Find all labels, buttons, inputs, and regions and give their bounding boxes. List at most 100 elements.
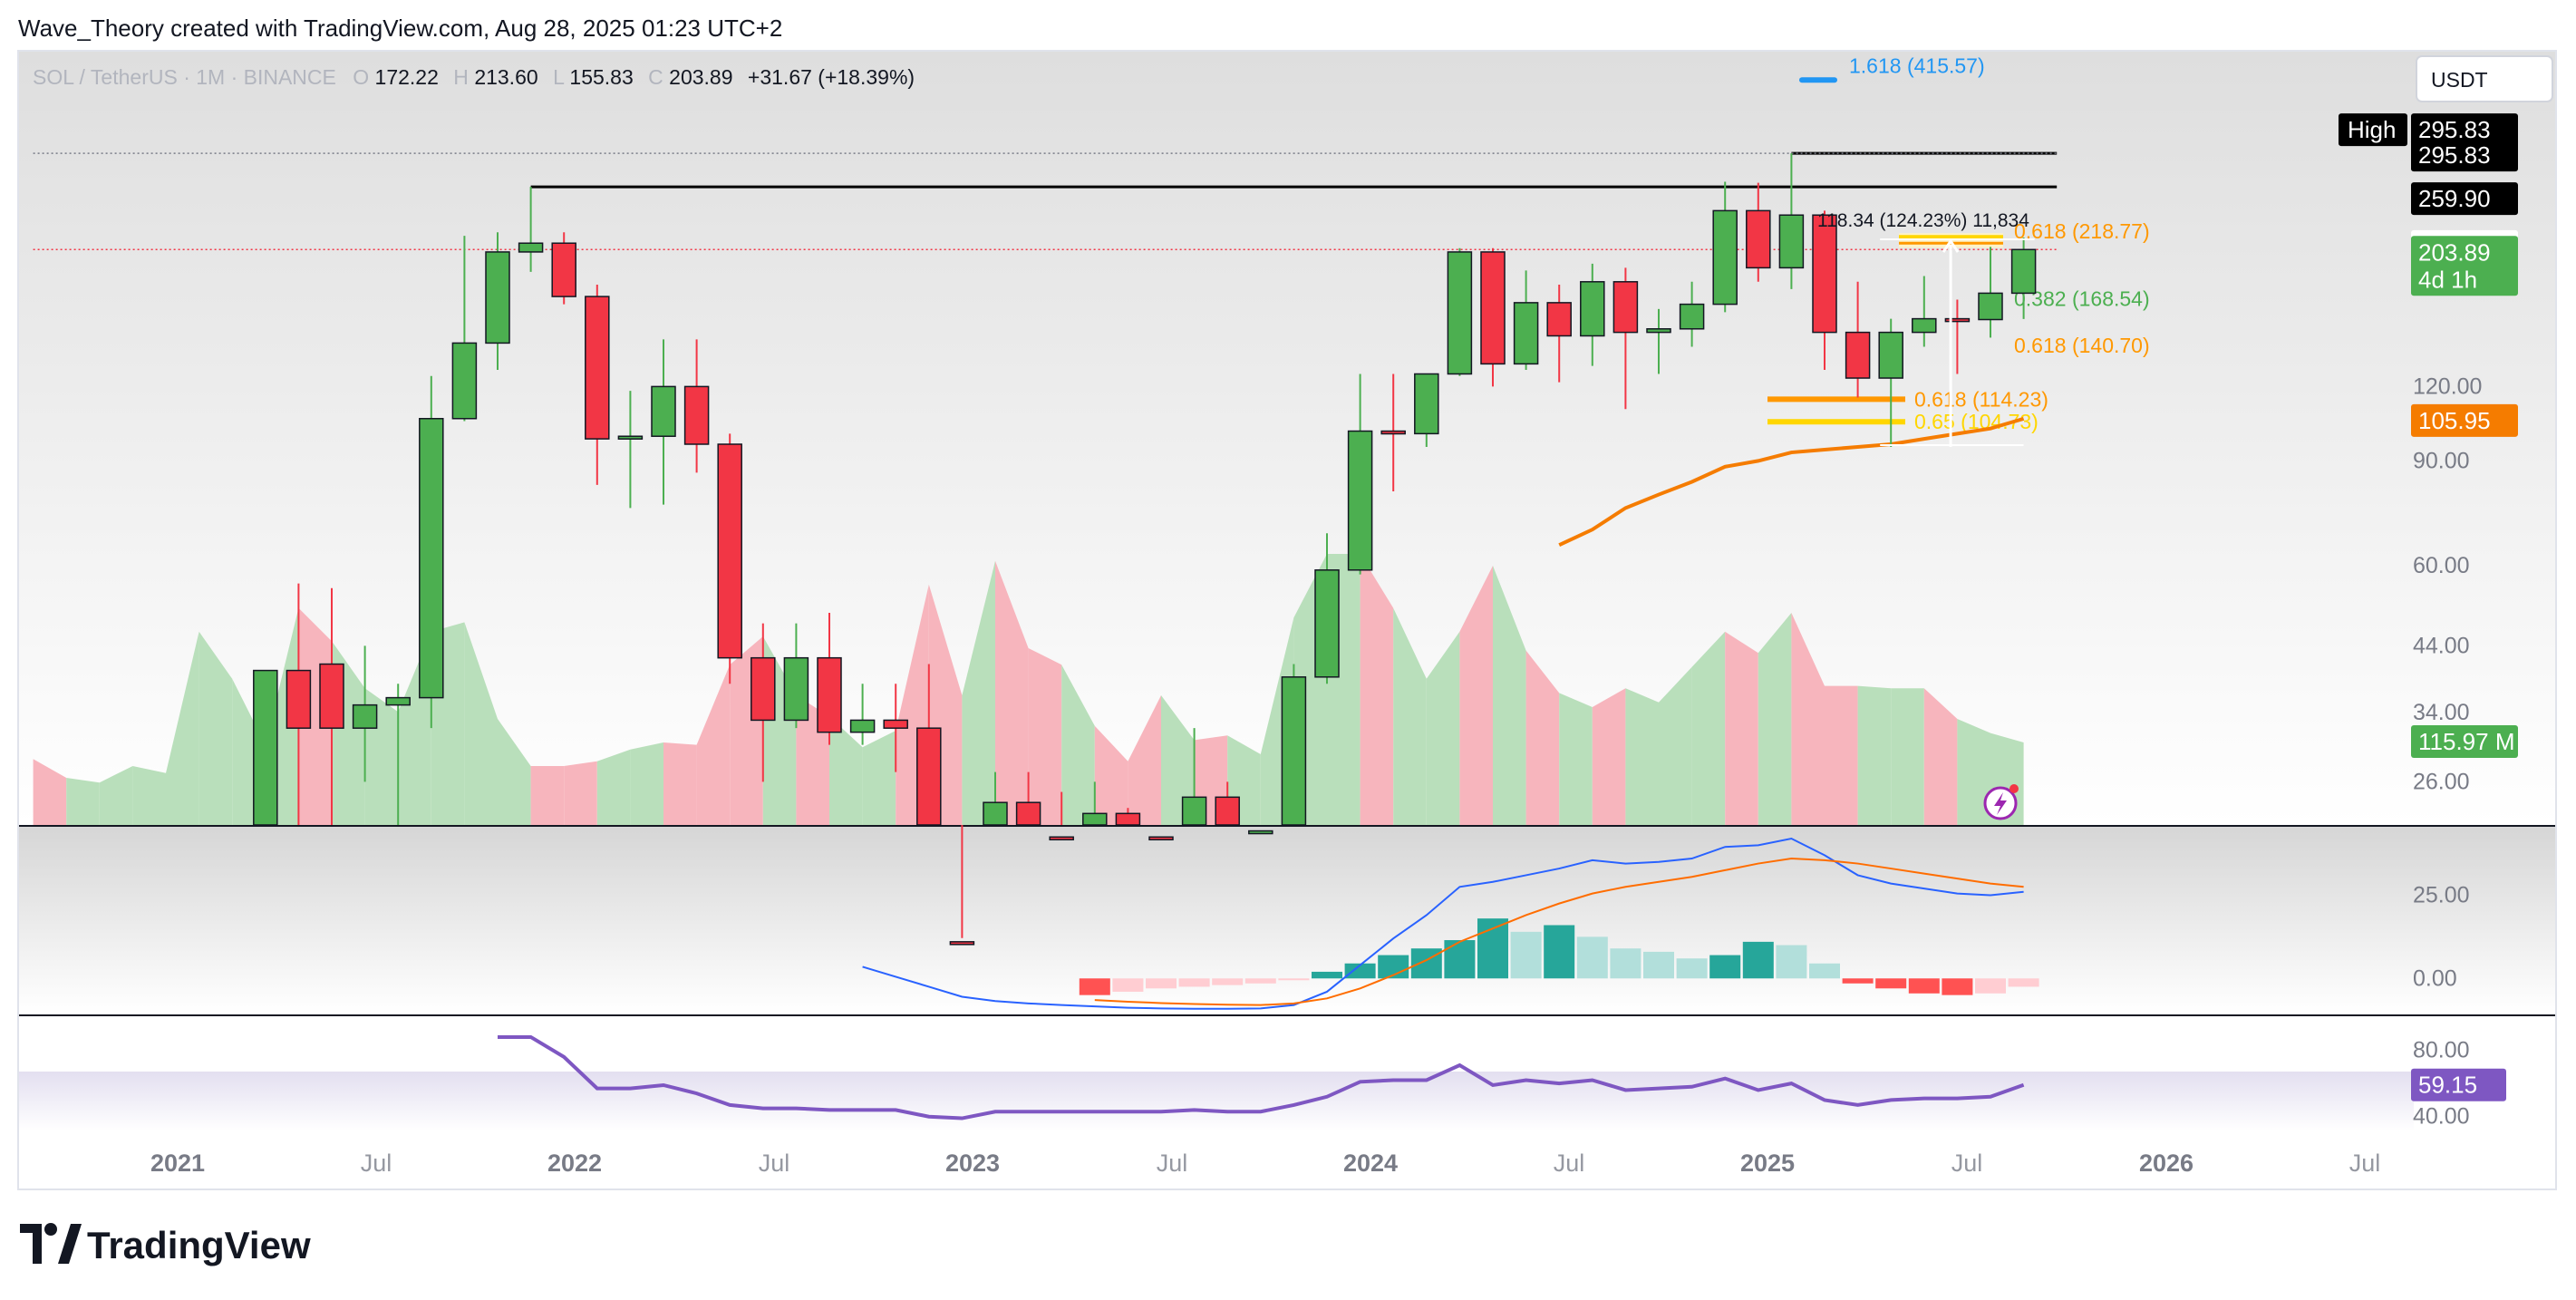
candle-body	[1181, 796, 1207, 826]
candle	[1878, 318, 1903, 447]
fib-marker	[1799, 77, 1837, 83]
candle	[1181, 728, 1207, 826]
price-tag-label: High	[2348, 116, 2396, 143]
candle-body	[385, 696, 411, 706]
candle-body	[451, 342, 478, 420]
macd-histogram-bar	[1344, 963, 1376, 979]
price-tag-bg	[2411, 182, 2518, 216]
currency-button[interactable]: USDT	[2416, 55, 2553, 102]
price-tag: 295.83	[2411, 139, 2518, 172]
macd-histogram-bar	[1842, 978, 1874, 984]
candle-body	[319, 663, 344, 729]
candle-body	[1612, 281, 1639, 334]
volume-area-segment	[1061, 665, 1095, 825]
candle-body	[751, 656, 776, 722]
candle	[983, 771, 1008, 826]
volume-area-segment	[1758, 613, 1792, 825]
price-tag-label-bg	[2339, 113, 2407, 147]
macd-histogram-bar	[1942, 978, 1973, 995]
price-axis[interactable]: 120.00 90.00 60.00 44.00 34.00 26.00 25.00 0.00…	[2413, 374, 2482, 1129]
fib-label: 0.618 (140.70)	[2014, 334, 2150, 357]
candle-body	[1115, 812, 1141, 826]
tradingview-logo-text: TradingView	[87, 1224, 311, 1266]
price-tag: 105.95	[2411, 403, 2518, 437]
volume-area-segment	[1493, 566, 1526, 825]
macd-histogram-bar	[1975, 978, 2006, 994]
volume-area-segment	[1525, 650, 1560, 825]
volume-area-segment	[1426, 631, 1460, 825]
macd-histogram-bar	[1709, 955, 1741, 979]
chart-border	[17, 50, 2557, 1190]
candle-body	[1679, 303, 1705, 330]
macd-histogram-bar	[1079, 978, 1110, 995]
candle-body	[1015, 801, 1041, 826]
macd-histogram-bar	[1776, 945, 1807, 979]
candle-body	[1414, 373, 1439, 435]
candle	[1944, 299, 1971, 374]
volume-area-segment	[1659, 666, 1692, 825]
rsi-band	[18, 1072, 2414, 1131]
candle	[1580, 263, 1605, 366]
volume-area-segment	[1857, 685, 1892, 825]
volume-area-segment	[696, 665, 731, 825]
volume-area-segment	[1360, 554, 1394, 825]
macd-histogram-bar	[1742, 941, 1774, 979]
measure-layer: 118.34 (124.23%) 11,834	[1817, 210, 2035, 447]
candle	[1148, 836, 1174, 841]
volume-area-segment	[1891, 688, 1924, 825]
price-axis-tick: 26.00	[2413, 769, 2470, 794]
volume-area-segment	[1691, 631, 1726, 825]
candle	[883, 684, 908, 772]
macd-histogram-bar	[1544, 925, 1575, 979]
candle-body	[1480, 251, 1506, 365]
candle-body	[683, 385, 710, 445]
tradingview-logo[interactable]: TradingView	[20, 1223, 311, 1266]
rsi-axis-tick: 80.00	[2413, 1038, 2470, 1063]
candle-body	[1447, 251, 1473, 375]
candle-body	[883, 719, 908, 729]
candle	[1513, 270, 1539, 370]
time-axis-tick: 2025	[1740, 1150, 1795, 1177]
alert-lightning-icon[interactable]	[1983, 784, 2019, 820]
volume-area-segment	[829, 716, 863, 825]
fib-label: 0.618 (218.77)	[2014, 219, 2150, 243]
price-tag-bg	[2411, 236, 2518, 296]
candle	[949, 825, 975, 946]
time-axis-tick: 2023	[945, 1150, 1000, 1177]
rsi-value-tag-text: 59.15	[2418, 1072, 2477, 1099]
macd-histogram-bar	[1112, 978, 1144, 992]
volume-area-segment	[1625, 688, 1659, 825]
candle	[1314, 533, 1340, 684]
candle-body	[1347, 430, 1373, 571]
volume-layer	[33, 554, 2024, 825]
candle-body	[1513, 302, 1539, 365]
volume-area-segment	[1592, 688, 1626, 825]
candle	[1812, 210, 1837, 370]
volume-area-segment	[995, 560, 1029, 825]
candle-body	[1778, 214, 1805, 269]
candle-body	[1646, 328, 1671, 334]
macd-histogram-bar	[1278, 978, 1310, 981]
candle	[1215, 781, 1240, 826]
candle	[817, 612, 842, 745]
price-tag-bg	[2411, 403, 2518, 437]
time-axis-tick: 2024	[1343, 1150, 1398, 1177]
candle	[1712, 181, 1738, 313]
byline: Wave_Theory created with TradingView.com…	[18, 15, 782, 42]
volume-area-segment	[1393, 607, 1427, 825]
legend: SOL / TetherUS · 1M · BINANCE O 172.22 H…	[33, 65, 915, 89]
candle-body	[949, 941, 975, 946]
time-axis[interactable]: 2021 Jul 2022 Jul 2023 Jul 2024 Jul 2025 Jul 2026 J…	[150, 1150, 2380, 1177]
candle	[1115, 808, 1141, 826]
macd-pane[interactable]	[18, 827, 2556, 1014]
candle-body	[1082, 812, 1108, 826]
candle-body	[849, 719, 876, 733]
candle	[617, 391, 644, 509]
candle-body	[518, 242, 544, 253]
candle-body	[783, 656, 809, 722]
candle	[1380, 374, 1406, 491]
candle-body	[1248, 829, 1273, 835]
macd-histogram-bar	[1444, 940, 1476, 979]
